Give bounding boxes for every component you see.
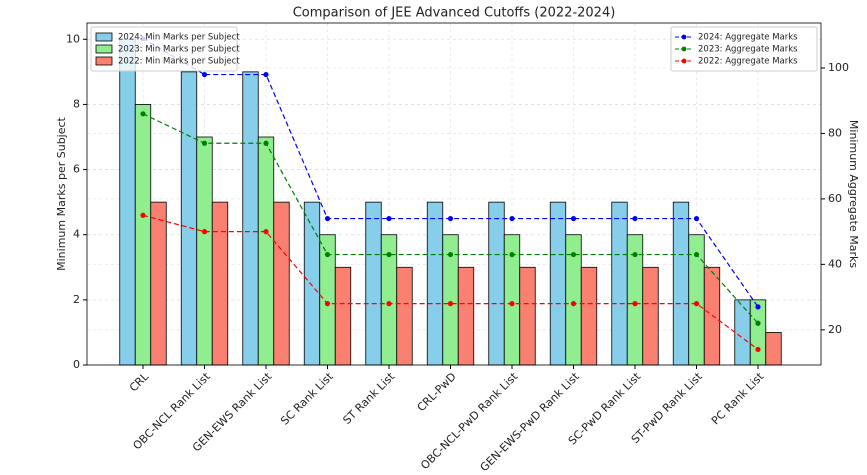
y-tick-label: 6 bbox=[73, 163, 80, 176]
x-tick-label: CRL-PwD bbox=[415, 370, 459, 414]
bar bbox=[150, 201, 167, 366]
line-marker bbox=[140, 212, 146, 218]
bar bbox=[457, 266, 475, 366]
bar bbox=[765, 332, 782, 366]
legend-label: 2022: Min Marks per Subject bbox=[118, 57, 240, 67]
bar bbox=[703, 266, 721, 366]
line-marker bbox=[509, 215, 515, 222]
bar bbox=[242, 71, 259, 366]
legend-swatch bbox=[95, 44, 113, 54]
bar bbox=[196, 136, 213, 366]
y-tick-label: 10 bbox=[66, 32, 80, 45]
line-marker bbox=[324, 215, 331, 222]
y-tick-label: 2 bbox=[73, 293, 80, 306]
bar bbox=[396, 266, 413, 366]
bar bbox=[549, 201, 567, 366]
x-tick-label: PC Rank List bbox=[709, 370, 767, 428]
bar bbox=[119, 38, 136, 366]
legend-swatch bbox=[681, 58, 687, 64]
line-marker bbox=[263, 140, 269, 146]
legend-label: 2024: Min Marks per Subject bbox=[118, 33, 240, 43]
bar bbox=[519, 266, 536, 366]
bar bbox=[334, 266, 352, 366]
line-marker bbox=[201, 140, 208, 146]
chart-title: Comparison of JEE Advanced Cutoffs (2022… bbox=[293, 6, 616, 21]
line-marker bbox=[693, 251, 700, 258]
line-marker bbox=[201, 71, 208, 78]
line-marker bbox=[386, 301, 392, 307]
line-marker bbox=[755, 346, 761, 353]
bar bbox=[365, 201, 382, 366]
line-marker bbox=[755, 304, 761, 310]
y2-tick-label: 80 bbox=[828, 126, 842, 139]
line-marker bbox=[693, 215, 700, 222]
legend-box bbox=[670, 26, 818, 72]
plot-frame bbox=[86, 22, 822, 366]
y2-tick-label: 40 bbox=[828, 257, 842, 270]
legend-swatch bbox=[95, 32, 113, 42]
line-marker bbox=[509, 251, 515, 258]
legend-label: 2023: Aggregate Marks bbox=[698, 45, 798, 55]
line-marker bbox=[447, 301, 454, 307]
line-marker bbox=[570, 251, 577, 258]
bar bbox=[257, 136, 275, 366]
bar bbox=[211, 201, 229, 366]
line-marker bbox=[632, 251, 638, 258]
bar bbox=[734, 299, 751, 366]
line-marker bbox=[263, 71, 269, 78]
legend-label: 2024: Aggregate Marks bbox=[698, 33, 798, 43]
legend-label: 2022: Aggregate Marks bbox=[698, 57, 798, 67]
line-marker bbox=[570, 215, 577, 222]
legend-swatch bbox=[681, 46, 687, 52]
y2-tick-label: 100 bbox=[828, 61, 849, 74]
bar bbox=[273, 201, 290, 366]
legend-label: 2023: Min Marks per Subject bbox=[118, 45, 240, 55]
line-marker bbox=[140, 111, 146, 117]
bar bbox=[180, 71, 198, 366]
y2-tick-label: 60 bbox=[828, 192, 842, 205]
line-marker bbox=[693, 301, 700, 307]
y-tick-label: 4 bbox=[73, 228, 80, 241]
y-axis-label: Minimum Marks per Subject bbox=[55, 116, 68, 270]
y2-axis-label: Minimum Aggregate Marks bbox=[847, 120, 860, 268]
bar bbox=[749, 299, 767, 366]
x-tick-label: ST Rank List bbox=[340, 370, 397, 427]
line-marker bbox=[632, 215, 638, 222]
bar bbox=[580, 266, 598, 366]
bar bbox=[642, 266, 659, 366]
bar bbox=[134, 104, 152, 366]
x-tick-label: SC Rank List bbox=[278, 370, 336, 428]
bar bbox=[488, 201, 505, 366]
bar bbox=[672, 201, 690, 366]
legend-swatch bbox=[95, 56, 113, 66]
line-marker bbox=[386, 251, 392, 258]
bar bbox=[426, 201, 444, 366]
legend-swatch bbox=[681, 34, 687, 40]
x-tick-label: CRL bbox=[127, 369, 152, 394]
legend-box bbox=[90, 26, 238, 72]
line-marker bbox=[263, 229, 269, 235]
y-tick-label: 8 bbox=[73, 97, 80, 110]
line bbox=[142, 214, 759, 350]
line-marker bbox=[632, 301, 638, 307]
bar bbox=[611, 201, 628, 366]
y2-tick-label: 20 bbox=[828, 323, 842, 336]
x-tick-label: GEN-EWS-PwD Rank List bbox=[478, 370, 583, 475]
line-marker bbox=[386, 215, 392, 222]
line-marker bbox=[570, 301, 577, 307]
line-marker bbox=[447, 215, 454, 222]
line-marker bbox=[755, 320, 761, 326]
line-marker bbox=[509, 301, 515, 307]
line-marker bbox=[324, 301, 331, 307]
line-marker bbox=[201, 229, 208, 235]
line-marker bbox=[447, 251, 454, 258]
line-marker bbox=[324, 251, 331, 258]
y-tick-label: 0 bbox=[73, 358, 80, 371]
